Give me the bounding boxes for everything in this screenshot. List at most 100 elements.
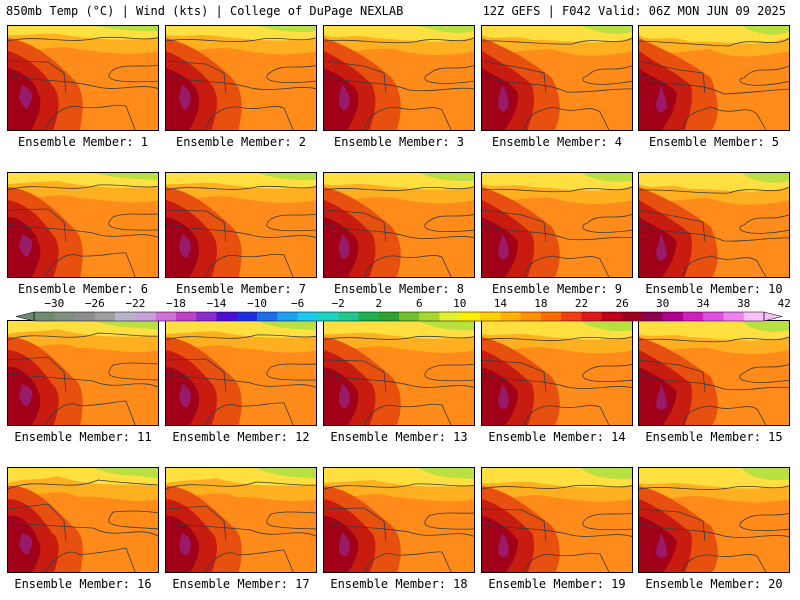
coastline — [204, 106, 294, 130]
contour-line — [482, 186, 632, 193]
ensemble-member-label: Ensemble Member: 5 — [648, 135, 780, 149]
colorbar-swatch — [338, 312, 359, 321]
cool-edge — [419, 173, 474, 182]
temperature-map — [8, 468, 158, 572]
colorbar-tick-label: 34 — [697, 297, 711, 310]
colorbar-tick-label: 10 — [453, 297, 466, 310]
contour-line — [166, 223, 316, 238]
ensemble-member-label: Ensemble Member: 17 — [172, 577, 310, 591]
state-boundary — [108, 362, 158, 381]
colorbar-tick-label: −22 — [125, 297, 145, 310]
state-boundary — [266, 64, 316, 83]
extreme-heat-spot — [179, 234, 191, 258]
state-boundary — [108, 64, 158, 83]
colorbar-swatch — [439, 312, 461, 321]
colorbar-tick-label: 6 — [416, 297, 423, 310]
temperature-map — [166, 26, 316, 130]
contour-line — [639, 373, 789, 391]
contour-line — [166, 37, 316, 42]
contour-line — [324, 373, 474, 388]
contour-line — [324, 335, 474, 341]
state-boundary — [482, 359, 547, 393]
colorbar-swatch — [257, 312, 278, 321]
colorbar-swatch — [561, 312, 582, 321]
colorbar-swatch — [175, 312, 197, 321]
contour-line — [324, 483, 474, 490]
state-boundary — [482, 209, 547, 243]
contour-line — [639, 336, 789, 343]
state-boundary — [324, 60, 387, 94]
contour-line — [482, 336, 632, 341]
colorbar-tick-label: −26 — [85, 297, 105, 310]
ensemble-panel-13 — [323, 320, 475, 426]
cool-edge — [742, 321, 789, 332]
ensemble-member-label: Ensemble Member: 9 — [491, 282, 623, 296]
coastline — [524, 106, 610, 130]
colorbar-tick-label: 38 — [737, 297, 750, 310]
temperature-map — [324, 173, 474, 277]
ensemble-panel-5 — [638, 25, 790, 131]
colorbar-swatch — [358, 312, 380, 321]
colorbar-swatch — [723, 312, 745, 321]
colorbar-tick-label: 30 — [656, 297, 669, 310]
state-boundary — [639, 359, 706, 393]
temperature-map — [324, 321, 474, 425]
run-valid-time: 12Z GEFS | F042 Valid: 06Z MON JUN 09 20… — [482, 4, 786, 18]
state-boundary — [324, 359, 387, 393]
state-boundary — [8, 208, 67, 243]
temperature-map — [8, 173, 158, 277]
contour-line — [166, 373, 316, 388]
temperature-map — [166, 468, 316, 572]
temperature-map — [324, 26, 474, 130]
colorbar-swatch — [703, 312, 724, 321]
cool-edge — [419, 26, 474, 33]
ensemble-member-label: Ensemble Member: 13 — [330, 430, 468, 444]
state-boundary — [266, 511, 316, 530]
state-boundary — [266, 213, 316, 232]
colorbar-tick-label: 26 — [615, 297, 628, 310]
colorbar-swatch — [500, 312, 521, 321]
state-boundary — [424, 213, 474, 232]
extreme-heat-spot — [338, 384, 350, 408]
coastline — [524, 255, 610, 277]
colorbar-swatch — [419, 312, 440, 321]
contour-line — [324, 74, 474, 92]
cool-edge — [581, 173, 632, 182]
contour-line — [482, 373, 632, 389]
chart-title: 850mb Temp (°C) | Wind (kts) | College o… — [6, 4, 404, 18]
coastline — [204, 402, 294, 425]
colorbar-tick-label: −14 — [207, 297, 227, 310]
cool-edge — [742, 173, 789, 183]
contour-line — [8, 479, 158, 490]
temperature-map — [639, 173, 789, 277]
ensemble-panel-7 — [165, 172, 317, 278]
colorbar-swatch — [297, 312, 319, 321]
ensemble-panel-9 — [481, 172, 633, 278]
colorbar-tick-label: −30 — [44, 297, 64, 310]
hottest-region — [639, 516, 677, 572]
coastline — [682, 405, 767, 425]
colorbar-swatch — [196, 312, 217, 321]
extreme-heat-spot — [179, 533, 191, 556]
contour-line — [8, 223, 158, 238]
state-boundary — [639, 508, 706, 542]
state-boundary — [582, 512, 632, 531]
colorbar-tick-label: 22 — [575, 297, 588, 310]
state-boundary — [108, 213, 158, 231]
state-boundary — [582, 363, 632, 382]
temperature-map — [166, 321, 316, 425]
ensemble-member-label: Ensemble Member: 15 — [645, 430, 783, 444]
cool-edge — [257, 468, 316, 479]
colorbar-min-arrow — [15, 311, 35, 322]
state-boundary — [739, 214, 789, 234]
ensemble-panel-19 — [481, 467, 633, 573]
extreme-heat-spot — [498, 533, 509, 557]
state-boundary — [8, 60, 67, 94]
contour-line — [482, 37, 632, 45]
contour-line — [324, 186, 474, 191]
cool-edge — [581, 468, 632, 480]
colorbar-frame — [33, 311, 765, 322]
colorbar-tick-label: −6 — [291, 297, 304, 310]
contour-line — [8, 332, 158, 341]
colorbar-swatch — [155, 312, 177, 321]
